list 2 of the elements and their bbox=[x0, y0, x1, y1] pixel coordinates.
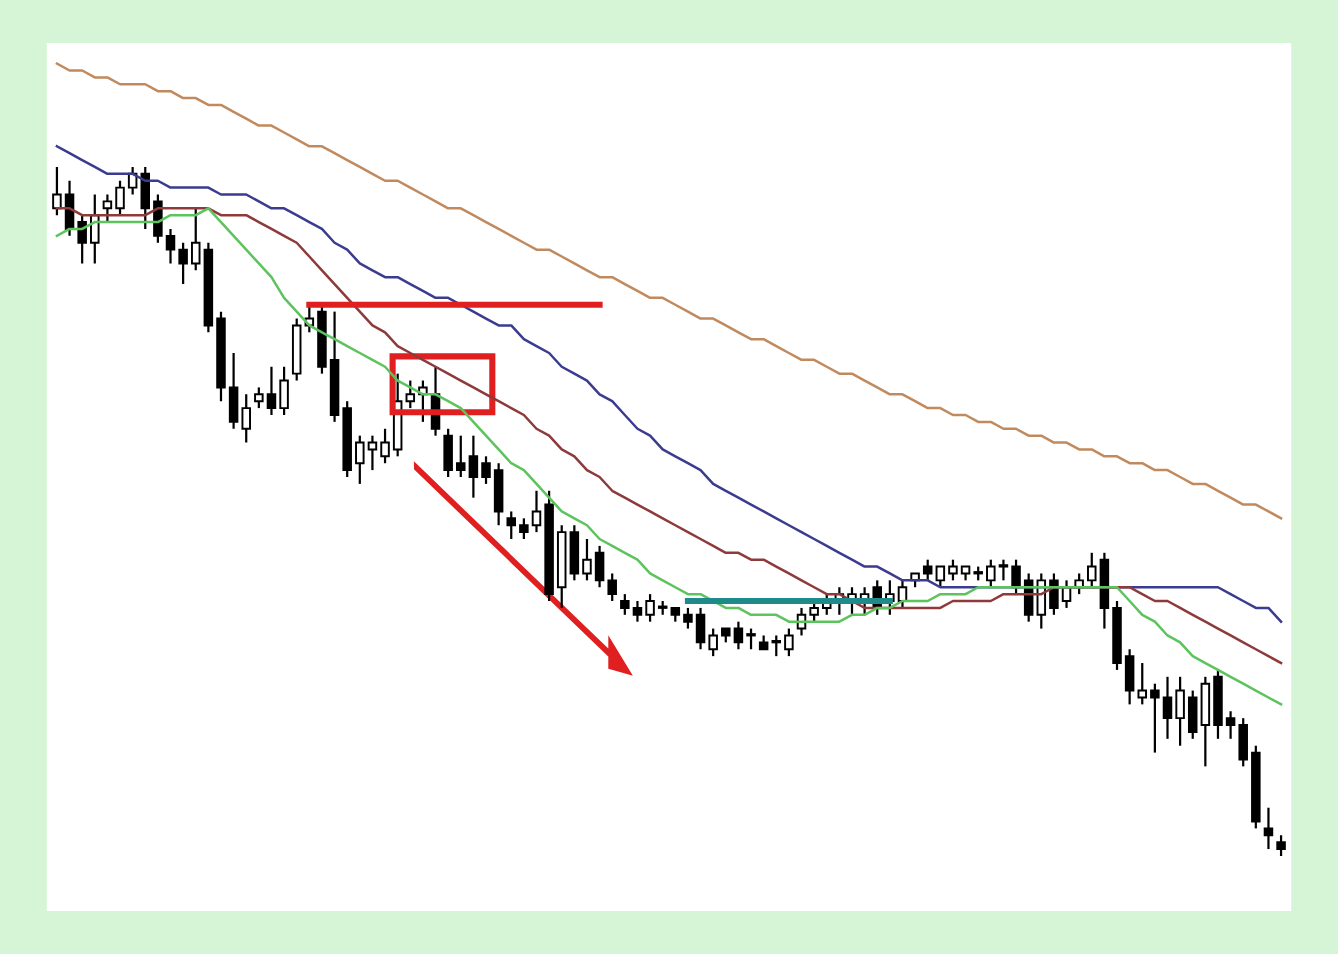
candlestick bbox=[1276, 834, 1286, 858]
candlestick bbox=[1263, 806, 1274, 851]
